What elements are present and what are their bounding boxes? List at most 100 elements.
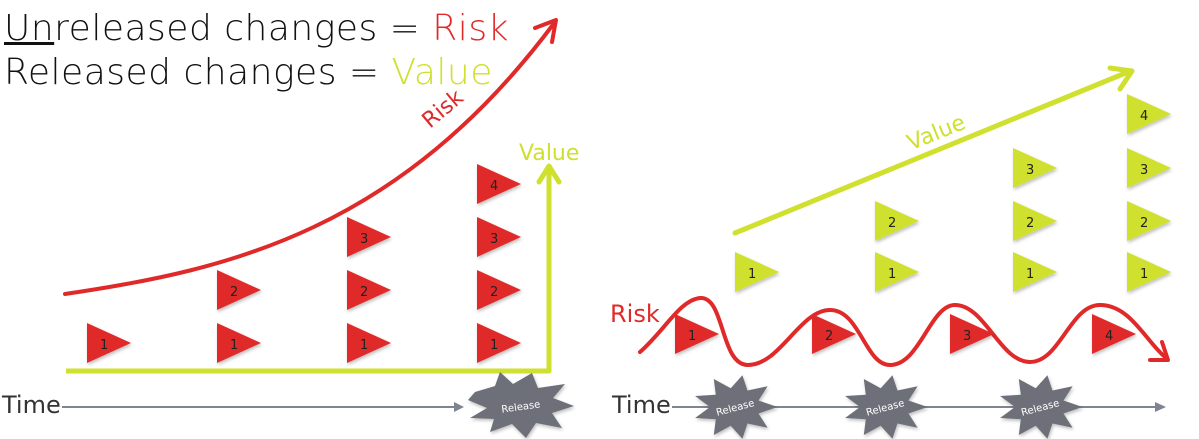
heading-line-1-prefix: Un bbox=[4, 8, 55, 49]
right-value-flag: 2 bbox=[875, 201, 919, 241]
flag-number: 1 bbox=[230, 338, 238, 353]
right-risk-flag: 2 bbox=[812, 314, 856, 354]
flag-shape bbox=[1013, 201, 1057, 241]
left-flag: 3 bbox=[477, 217, 521, 257]
left-release-label: Release bbox=[501, 399, 541, 415]
flag-shape bbox=[477, 270, 521, 310]
flag-shape bbox=[477, 323, 521, 363]
left-flag: 1 bbox=[347, 323, 391, 363]
left-release-burst: Release bbox=[468, 372, 574, 438]
flag-number: 1 bbox=[1026, 267, 1034, 282]
flag-number: 2 bbox=[888, 216, 896, 231]
heading-risk-word: Risk bbox=[432, 8, 509, 49]
right-value-flag: 1 bbox=[735, 252, 779, 292]
flag-number: 1 bbox=[100, 338, 108, 353]
flag-shape bbox=[1013, 252, 1057, 292]
flag-number: 1 bbox=[748, 267, 756, 282]
flag-shape bbox=[1127, 94, 1171, 134]
right-release-burst: Release bbox=[695, 375, 778, 439]
left-time-label: Time bbox=[1, 391, 61, 419]
right-value-flag-stacks: 1 1 2 1 2 3 1 2 3 4 bbox=[735, 94, 1171, 292]
flag-number: 4 bbox=[1140, 109, 1148, 124]
flag-shape bbox=[875, 252, 919, 292]
right-risk-label: Risk bbox=[610, 300, 660, 328]
right-value-flag: 4 bbox=[1127, 94, 1171, 134]
left-flag: 3 bbox=[347, 217, 391, 257]
flag-shape bbox=[1013, 148, 1057, 188]
flag-number: 4 bbox=[490, 179, 498, 194]
flag-shape bbox=[950, 314, 994, 354]
right-risk-flag: 4 bbox=[1092, 314, 1136, 354]
heading-line-1: Unreleased changes = Risk bbox=[4, 8, 509, 49]
flag-number: 3 bbox=[1140, 163, 1148, 178]
flag-shape bbox=[675, 314, 719, 354]
left-risk-curve bbox=[63, 20, 557, 296]
heading-line-2: Released changes = Value bbox=[4, 52, 493, 93]
heading-value-word: Value bbox=[391, 52, 493, 93]
flag-number: 3 bbox=[360, 232, 368, 247]
release-burst-shape bbox=[695, 375, 778, 439]
right-time-arrowhead bbox=[1155, 402, 1166, 412]
flag-number: 2 bbox=[1140, 216, 1148, 231]
flag-shape bbox=[347, 217, 391, 257]
flag-shape bbox=[87, 323, 131, 363]
flag-shape bbox=[477, 164, 521, 204]
left-flag: 1 bbox=[217, 323, 261, 363]
heading-line-1-text: released changes = bbox=[54, 8, 433, 49]
right-value-line bbox=[732, 69, 1131, 236]
left-flag-stacks: 1 1 2 1 2 3 1 2 3 4 bbox=[87, 164, 521, 363]
flag-number: 1 bbox=[490, 338, 498, 353]
flag-shape bbox=[347, 323, 391, 363]
flag-shape bbox=[1092, 314, 1136, 354]
flag-shape bbox=[217, 323, 261, 363]
left-value-line bbox=[66, 170, 552, 374]
release-burst-shape bbox=[845, 375, 928, 439]
left-value-label: Value bbox=[519, 141, 579, 166]
left-flag: 1 bbox=[477, 323, 521, 363]
release-burst-shape bbox=[468, 372, 574, 438]
flag-shape bbox=[1127, 148, 1171, 188]
flag-number: 4 bbox=[1105, 329, 1113, 344]
release-burst-shape bbox=[1000, 375, 1083, 439]
flag-shape bbox=[812, 314, 856, 354]
right-value-flag: 1 bbox=[1013, 252, 1057, 292]
flag-number: 1 bbox=[888, 267, 896, 282]
left-flag: 4 bbox=[477, 164, 521, 204]
left-flag: 2 bbox=[347, 270, 391, 310]
right-value-flag: 2 bbox=[1127, 201, 1171, 241]
left-flag: 2 bbox=[217, 270, 261, 310]
right-risk-arrowhead bbox=[1148, 340, 1170, 362]
flag-number: 3 bbox=[1026, 163, 1034, 178]
right-release-burst: Release bbox=[1000, 375, 1083, 439]
right-value-arrowhead bbox=[1107, 65, 1135, 92]
right-value-flag: 3 bbox=[1127, 148, 1171, 188]
flag-shape bbox=[1127, 252, 1171, 292]
right-value-flag: 1 bbox=[1127, 252, 1171, 292]
flag-number: 2 bbox=[230, 285, 238, 300]
flag-number: 3 bbox=[963, 329, 971, 344]
flag-shape bbox=[1127, 201, 1171, 241]
left-value-arrowhead bbox=[536, 163, 562, 185]
flag-number: 2 bbox=[825, 329, 833, 344]
right-value-flag: 3 bbox=[1013, 148, 1057, 188]
flag-shape bbox=[347, 270, 391, 310]
right-release-burst: Release bbox=[845, 375, 928, 439]
flag-number: 2 bbox=[490, 285, 498, 300]
right-risk-flag: 3 bbox=[950, 314, 994, 354]
flag-number: 3 bbox=[490, 232, 498, 247]
right-release-bursts: Release Release Release bbox=[695, 375, 1083, 439]
flag-number: 1 bbox=[360, 338, 368, 353]
flag-number: 2 bbox=[1026, 216, 1034, 231]
left-time-arrowhead bbox=[454, 402, 464, 412]
right-risk-flags: 1 2 3 4 bbox=[675, 314, 1136, 354]
flag-number: 1 bbox=[688, 329, 696, 344]
left-risk-arrowhead bbox=[533, 18, 558, 44]
left-flag: 1 bbox=[87, 323, 131, 363]
flag-shape bbox=[217, 270, 261, 310]
right-time-label: Time bbox=[611, 391, 671, 419]
heading-line-2-text: Released changes = bbox=[4, 52, 392, 93]
right-value-flag: 1 bbox=[875, 252, 919, 292]
left-flag: 2 bbox=[477, 270, 521, 310]
